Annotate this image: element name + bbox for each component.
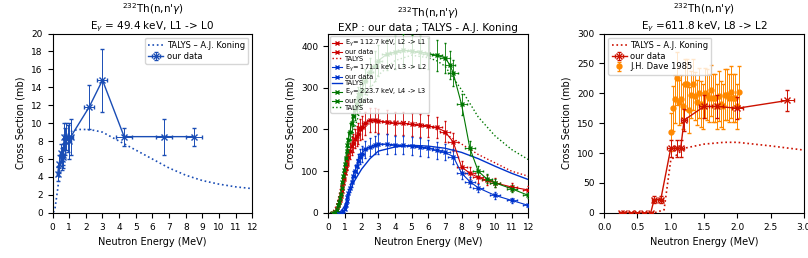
Line: TALYS – A.J. Koning: TALYS – A.J. Koning bbox=[624, 142, 804, 213]
Title: $^{232}$Th(n,n'$\gamma$)
E$_\gamma$ =611.8 keV, L8 -> L2: $^{232}$Th(n,n'$\gamma$) E$_\gamma$ =611… bbox=[641, 2, 768, 34]
TALYS – A.J. Koning bbox=[666, 159, 675, 162]
X-axis label: Neutron Energy (MeV): Neutron Energy (MeV) bbox=[374, 237, 482, 247]
TALYS – A.J. Koning bbox=[73, 128, 82, 131]
TALYS – A.J. Koning bbox=[48, 211, 58, 214]
TALYS – A.J. Koning bbox=[59, 144, 69, 147]
Legend: TALYS – A.J. Koning, our data: TALYS – A.J. Koning, our data bbox=[145, 38, 248, 64]
Y-axis label: Cross Section (mb): Cross Section (mb) bbox=[562, 77, 571, 170]
TALYS – A.J. Koning bbox=[672, 153, 682, 156]
TALYS – A.J. Koning bbox=[164, 166, 174, 170]
TALYS – A.J. Koning bbox=[231, 185, 241, 188]
TALYS – A.J. Koning bbox=[680, 147, 689, 150]
TALYS – A.J. Koning bbox=[131, 149, 141, 152]
TALYS – A.J. Koning bbox=[114, 140, 124, 143]
TALYS – A.J. Koning bbox=[98, 131, 107, 134]
TALYS – A.J. Koning bbox=[699, 143, 709, 146]
TALYS – A.J. Koning bbox=[659, 208, 669, 211]
Y-axis label: Cross Section (mb): Cross Section (mb) bbox=[286, 77, 296, 170]
TALYS – A.J. Koning bbox=[90, 129, 99, 132]
Legend: TALYS – A.J. Koning, our data, J.H. Dave 1985: TALYS – A.J. Koning, our data, J.H. Dave… bbox=[608, 38, 711, 75]
TALYS – A.J. Koning bbox=[50, 207, 60, 210]
TALYS – A.J. Koning bbox=[719, 141, 729, 144]
Legend: E$_\gamma$= 112.7 keV, L2 -> L1, our data, TALYS, E$_\gamma$= 171.1 keV, L3 -> L: E$_\gamma$= 112.7 keV, L2 -> L1, our dat… bbox=[330, 36, 429, 113]
TALYS – A.J. Koning bbox=[81, 128, 90, 131]
X-axis label: Neutron Energy (MeV): Neutron Energy (MeV) bbox=[99, 237, 207, 247]
TALYS – A.J. Koning bbox=[799, 149, 808, 152]
TALYS – A.J. Koning bbox=[148, 157, 158, 160]
TALYS – A.J. Koning bbox=[247, 187, 257, 190]
X-axis label: Neutron Energy (MeV): Neutron Energy (MeV) bbox=[650, 237, 758, 247]
TALYS – A.J. Koning bbox=[198, 179, 208, 182]
TALYS – A.J. Koning bbox=[53, 189, 62, 192]
TALYS – A.J. Koning bbox=[181, 174, 191, 177]
TALYS – A.J. Koning bbox=[766, 144, 776, 148]
TALYS – A.J. Koning bbox=[619, 211, 629, 214]
TALYS – A.J. Koning bbox=[65, 131, 74, 134]
TALYS – A.J. Koning bbox=[639, 211, 649, 214]
Title: $^{232}$Th(n,n'$\gamma$)
E$_\gamma$ = 49.4 keV, L1 -> L0: $^{232}$Th(n,n'$\gamma$) E$_\gamma$ = 49… bbox=[90, 2, 214, 34]
Line: TALYS – A.J. Koning: TALYS – A.J. Koning bbox=[53, 130, 252, 212]
TALYS – A.J. Koning bbox=[214, 183, 224, 186]
TALYS – A.J. Koning bbox=[733, 141, 743, 144]
Y-axis label: Cross Section (mb): Cross Section (mb) bbox=[15, 77, 26, 170]
Title: $^{232}$Th(n,n'$\gamma$)
EXP : our data ; TALYS - A.J. Koning: $^{232}$Th(n,n'$\gamma$) EXP : our data … bbox=[339, 5, 518, 33]
TALYS – A.J. Koning bbox=[649, 211, 659, 214]
TALYS – A.J. Koning bbox=[56, 162, 65, 165]
